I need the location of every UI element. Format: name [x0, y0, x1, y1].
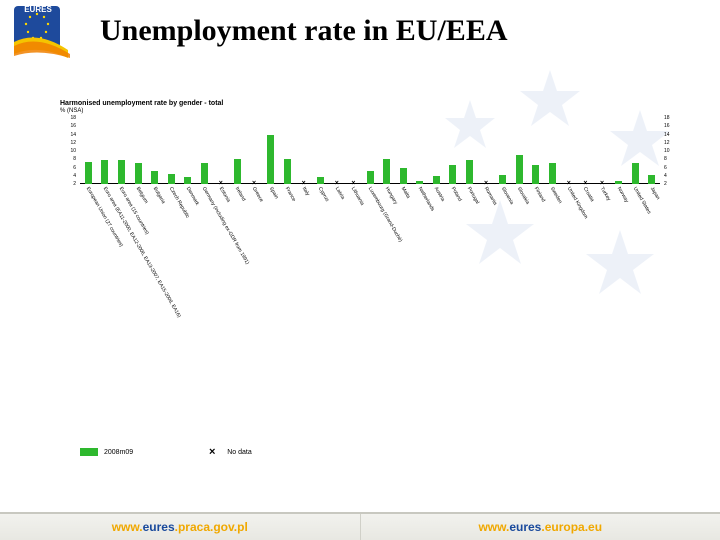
legend-label-series: 2008m09 — [104, 449, 133, 456]
x-label: Poland — [450, 186, 463, 202]
x-label: Hungary — [383, 186, 398, 205]
x-label: Portugal — [466, 186, 481, 205]
x-label: Slovakia — [516, 186, 531, 205]
chart-plot: 24681012141618 24681012141618 ××××××××× — [80, 118, 660, 184]
chart-bar — [184, 177, 191, 184]
chart-bar — [648, 175, 655, 184]
x-label: Italy — [301, 186, 311, 197]
x-label: Turkey — [599, 186, 612, 202]
chart-bar — [234, 159, 241, 184]
chart-bar — [433, 176, 440, 184]
y-tick: 16 — [70, 123, 76, 129]
x-label: Euro area (15 countries) — [118, 186, 150, 236]
y-tick: 2 — [73, 181, 76, 187]
x-label: Croatia — [582, 186, 595, 203]
chart-bar — [151, 171, 158, 184]
footer-bar: www.eures.praca.gov.pl www.eures.europa.… — [0, 512, 720, 540]
x-label: Greece — [251, 186, 264, 203]
chart-subtitle: % (NSA) — [60, 108, 680, 114]
chart-bar — [466, 160, 473, 184]
chart-bar — [317, 177, 324, 184]
chart-legend: 2008m09 × No data — [80, 446, 252, 458]
y-tick: 6 — [73, 165, 76, 171]
y-tick: 8 — [664, 156, 667, 162]
page-title: Unemployment rate in EU/EEA — [100, 14, 508, 48]
x-label: Romania — [483, 186, 498, 206]
legend-item-series: 2008m09 — [80, 448, 133, 456]
chart-bar — [400, 168, 407, 185]
chart-bar — [267, 135, 274, 184]
y-tick: 10 — [70, 148, 76, 154]
y-tick: 18 — [664, 115, 670, 121]
x-label: Malta — [400, 186, 411, 200]
x-label: Estonia — [218, 186, 232, 203]
y-tick: 4 — [73, 173, 76, 179]
chart-bar — [201, 163, 208, 184]
chart-bar — [118, 160, 125, 184]
y-tick: 18 — [70, 115, 76, 121]
chart-bar — [101, 160, 108, 184]
y-tick: 14 — [70, 132, 76, 138]
x-label: Bulgaria — [151, 186, 165, 205]
x-label: Cyprus — [317, 186, 330, 203]
x-label: Austria — [433, 186, 446, 202]
eures-logo: EURES — [8, 4, 76, 58]
chart-title: Harmonised unemployment rate by gender -… — [60, 100, 680, 107]
x-label: Belgium — [135, 186, 149, 205]
x-label: Norway — [615, 186, 629, 204]
y-axis-left: 2 4 6 8 10 12 14 16 18 — [62, 118, 78, 184]
unemployment-chart: Harmonised unemployment rate by gender -… — [60, 100, 680, 430]
footer-link-pl[interactable]: www.eures.praca.gov.pl — [0, 514, 360, 540]
x-label: Euro area (EA11-2000, EA12-2006, EA13-20… — [102, 186, 182, 319]
y-tick: 12 — [70, 140, 76, 146]
y-tick: 16 — [664, 123, 670, 129]
x-label: Denmark — [185, 186, 200, 207]
x-label: France — [284, 186, 297, 202]
y-tick: 2 — [664, 181, 667, 187]
y-tick: 8 — [73, 156, 76, 162]
legend-swatch — [80, 448, 98, 456]
chart-bar — [383, 159, 390, 184]
x-label: Spain — [267, 186, 279, 200]
chart-bar — [168, 174, 175, 184]
x-label: Lithuania — [350, 186, 365, 207]
y-tick: 6 — [664, 165, 667, 171]
x-label: Finland — [533, 186, 546, 203]
x-label: Sweden — [549, 186, 563, 205]
chart-bar — [135, 163, 142, 184]
chart-bar — [449, 165, 456, 184]
legend-item-nodata: × No data — [203, 446, 252, 458]
chart-bar — [499, 175, 506, 184]
x-label: Slovenia — [499, 186, 514, 206]
legend-label-nodata: No data — [227, 449, 252, 456]
x-label: Japan — [649, 186, 661, 201]
x-axis-labels: European Union (27 countries)Euro area (… — [80, 184, 660, 344]
svg-text:EURES: EURES — [24, 5, 52, 14]
y-tick: 12 — [664, 140, 670, 146]
chart-bar — [85, 162, 92, 184]
chart-bar — [284, 159, 291, 184]
chart-bar — [516, 155, 523, 184]
chart-bar — [632, 163, 639, 184]
x-label: Latvia — [334, 186, 346, 201]
y-tick: 10 — [664, 148, 670, 154]
x-label: Luxembourg (Grand-Duché) — [367, 186, 403, 243]
y-axis-right: 2 4 6 8 10 12 14 16 18 — [662, 118, 678, 184]
x-label: Ireland — [234, 186, 247, 202]
footer-link-eu[interactable]: www.eures.europa.eu — [360, 514, 720, 540]
y-tick: 4 — [664, 173, 667, 179]
chart-bar — [367, 171, 374, 184]
chart-bar — [549, 163, 556, 184]
y-tick: 14 — [664, 132, 670, 138]
chart-bar — [532, 165, 539, 184]
legend-x-mark: × — [203, 446, 221, 458]
